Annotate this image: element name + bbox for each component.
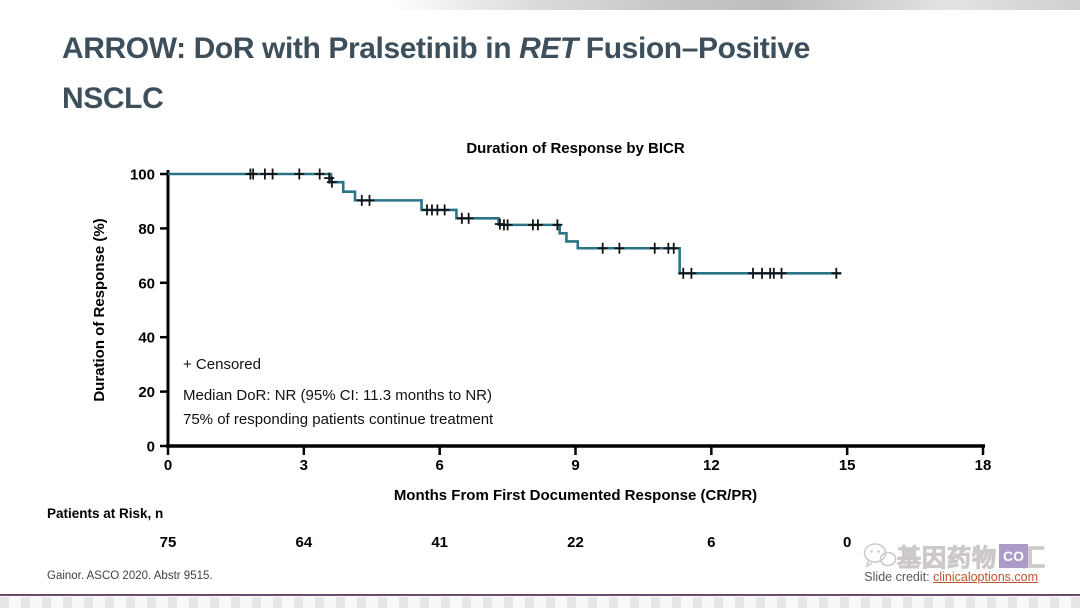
slide-credit-label: Slide credit: <box>864 570 934 584</box>
title-text: ARROW: DoR with Pralsetinib in <box>62 32 520 65</box>
x-tick-label: 0 <box>164 457 172 474</box>
title-text-tail: Fusion–Positive <box>577 32 810 65</box>
y-tick-label: 40 <box>138 330 155 347</box>
risk-value: 6 <box>707 534 715 551</box>
x-tick-label: 9 <box>571 457 579 474</box>
risk-value: 75 <box>160 534 177 551</box>
y-tick-label: 0 <box>147 439 155 456</box>
x-tick-label: 15 <box>839 457 856 474</box>
chart-title: Duration of Response by BICR <box>466 140 685 157</box>
y-tick-label: 100 <box>130 167 155 184</box>
risk-value: 0 <box>843 534 851 551</box>
clinicaloptions-link[interactable]: clinicaloptions.com <box>933 570 1038 584</box>
patients-at-risk-label: Patients at Risk, n <box>47 506 164 521</box>
title-italic-gene: RET <box>519 32 578 65</box>
x-tick-label: 18 <box>975 457 992 474</box>
continue-treatment-annotation: 75% of responding patients continue trea… <box>183 411 494 428</box>
page-title-line1: ARROW: DoR with Pralsetinib in RET Fusio… <box>62 24 1022 74</box>
page-title: ARROW: DoR with Pralsetinib in RET Fusio… <box>62 24 1022 124</box>
top-gradient-bar <box>0 0 1080 10</box>
x-tick-label: 3 <box>300 457 308 474</box>
risk-value: 41 <box>431 534 448 551</box>
slide-credit: Slide credit: clinicaloptions.com <box>864 570 1038 584</box>
risk-value: 22 <box>567 534 584 551</box>
reference-citation: Gainor. ASCO 2020. Abstr 9515. <box>47 570 213 582</box>
risk-value: 64 <box>295 534 312 551</box>
y-tick-label: 80 <box>138 221 155 238</box>
bottom-accent-line <box>0 594 1080 596</box>
x-axis-title: Months From First Documented Response (C… <box>393 487 758 504</box>
censored-legend: + Censored <box>183 356 261 373</box>
y-tick-label: 60 <box>138 275 155 292</box>
x-tick-label: 6 <box>435 457 443 474</box>
y-tick-label: 20 <box>138 384 155 401</box>
x-tick-label: 12 <box>703 457 720 474</box>
km-curve <box>168 172 842 275</box>
bottom-strip <box>0 597 1080 608</box>
page-title-line2: NSCLC <box>62 82 164 115</box>
median-dor-annotation: Median DoR: NR (95% CI: 11.3 months to N… <box>183 387 493 404</box>
